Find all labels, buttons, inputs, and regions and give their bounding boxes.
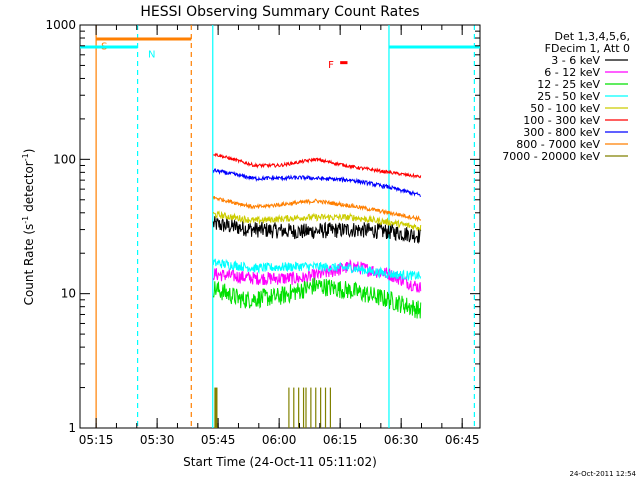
series-line [212, 216, 422, 245]
flag-bars: SNF [80, 37, 480, 71]
vertical-markers [95, 25, 475, 428]
series-line [212, 168, 422, 198]
legend-label: 6 - 12 keV [544, 66, 600, 79]
chart-title: HESSI Observing Summary Count Rates [140, 4, 419, 20]
legend-label: 12 - 25 keV [537, 78, 600, 91]
x-tick-label: 06:15 [323, 433, 358, 447]
legend-header-2: FDecim 1, Att 0 [545, 42, 630, 55]
flag-bar [340, 61, 348, 65]
legend-label: 50 - 100 keV [530, 102, 600, 115]
flag-bar [80, 45, 138, 49]
x-tick-label: 05:30 [140, 433, 175, 447]
y-tick-label: 10 [61, 287, 76, 301]
y-tick-label: 1 [68, 421, 76, 435]
legend-label: 300 - 800 keV [523, 126, 600, 139]
x-tick-label: 05:45 [201, 433, 236, 447]
x-tick-label: 06:45 [445, 433, 480, 447]
x-axis-ticks: 05:15 05:30 05:45 06:00 06:15 06:30 06:45 [79, 25, 480, 447]
y-axis-label-sup1: -1 [21, 216, 30, 224]
flag-bar [96, 37, 192, 41]
x-tick-label: 06:30 [384, 433, 419, 447]
x-axis-label: Start Time (24-Oct-11 05:11:02) [183, 455, 377, 469]
series-lines [212, 152, 422, 428]
series-line [212, 258, 422, 293]
legend-label: 100 - 300 keV [523, 114, 600, 127]
x-tick-label: 05:15 [79, 433, 114, 447]
legend-header-1: Det 1,3,4,5,6, [554, 30, 630, 43]
y-axis-ticks: 1 10 100 1000 [45, 18, 480, 435]
y-axis-label-main: Count Rate (s [22, 224, 36, 306]
flag-label: N [148, 49, 155, 60]
flag-bar [388, 45, 480, 49]
y-axis-label-sup2: -1 [21, 153, 30, 161]
footer-timestamp: 24-Oct-2011 12:54 [570, 470, 637, 478]
series-line [213, 152, 422, 179]
y-axis-label-end: ) [22, 149, 36, 154]
y-axis-label-mid: detector [22, 161, 36, 216]
flag-label: F [328, 60, 334, 71]
y-axis-label: Count Rate (s-1 detector-1) [21, 149, 36, 306]
y-tick-label: 1000 [45, 18, 76, 32]
plot-frame [79, 24, 481, 429]
series-line [212, 210, 422, 232]
legend-label: 3 - 6 keV [551, 54, 600, 67]
series-line [212, 258, 422, 282]
x-tick-label: 06:00 [262, 433, 297, 447]
series-line [212, 195, 422, 223]
legend-label: 7000 - 20000 keV [502, 150, 600, 163]
legend-label: 800 - 7000 keV [516, 138, 600, 151]
legend-label: 25 - 50 keV [537, 90, 600, 103]
series-line [212, 277, 422, 319]
legend: Det 1,3,4,5,6, FDecim 1, Att 0 3 - 6 keV… [502, 30, 630, 163]
y-tick-label: 100 [53, 152, 76, 166]
